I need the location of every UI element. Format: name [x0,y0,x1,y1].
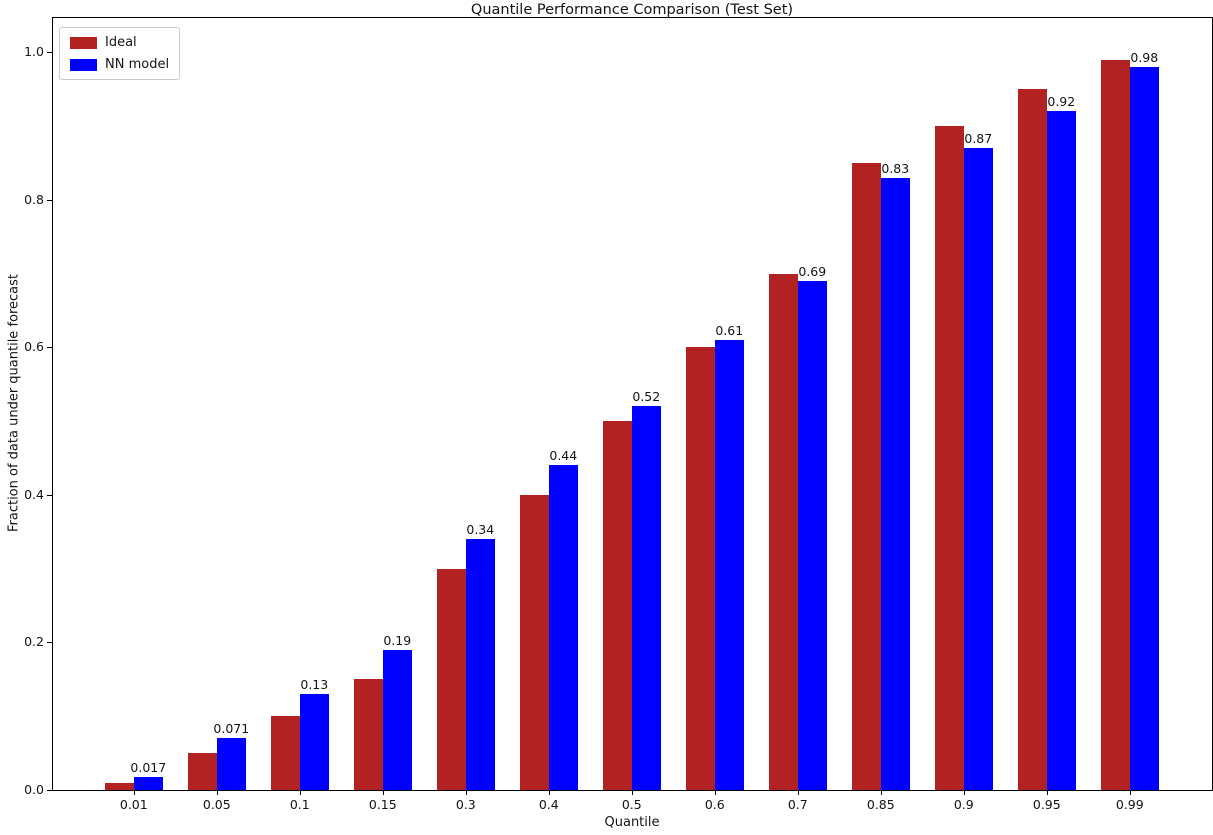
y-tick-mark [47,347,52,349]
bar-nn-model [133,777,163,790]
legend-swatch-ideal [70,36,97,49]
y-tick-mark [47,494,52,496]
axis-spine-left [52,17,53,791]
bar-value-label: 0.92 [1047,94,1076,110]
bar-nn-model [880,177,910,790]
legend-label-ideal: Ideal [105,35,137,50]
x-tick-mark [133,791,135,795]
bar-ideal [851,163,881,790]
bar-ideal [436,568,466,790]
y-tick-mark [47,199,52,201]
bar-nn-model [714,340,744,790]
x-tick-label: 0.3 [455,797,476,812]
legend-item-nn-model: NN model [70,57,169,72]
bar-nn-model [1046,111,1076,790]
bar-nn-model [1129,67,1159,790]
x-axis-label: Quantile [604,815,660,830]
x-tick-mark [1129,791,1131,795]
bar-value-label: 0.61 [715,323,744,339]
y-tick-mark [47,790,52,791]
bar-ideal [602,421,632,790]
legend: Ideal NN model [59,27,181,80]
bar-nn-model [216,737,246,790]
legend-item-ideal: Ideal [70,35,169,50]
y-axis-label: Fraction of data under quantile forecast [6,273,22,533]
x-tick-label: 0.1 [289,797,310,812]
y-tick-mark [47,52,52,54]
bar-nn-model [963,148,993,790]
bar-nn-model [548,465,578,790]
x-tick-mark [216,791,218,795]
x-tick-label: 0.95 [1032,797,1061,812]
x-tick-mark [299,791,301,795]
y-tick-label: 0.6 [24,339,44,355]
y-tick-label: 0.8 [24,191,44,207]
x-tick-mark [797,791,799,795]
bar-nn-model [797,281,827,790]
legend-swatch-nn-model [70,58,97,71]
y-tick-label: 0.4 [24,486,44,502]
y-tick-mark [47,642,52,644]
bar-ideal [1100,59,1130,790]
axis-spine-bottom [52,790,1213,791]
bar-value-label: 0.13 [300,677,329,693]
bar-value-label: 0.69 [798,264,827,280]
bar-ideal [685,347,715,790]
bar-ideal [934,126,964,790]
chart-title: Quantile Performance Comparison (Test Se… [470,2,794,18]
x-tick-label: 0.9 [953,797,974,812]
y-tick-label: 1.0 [24,44,44,60]
bar-ideal [187,753,217,790]
bar-value-label: 0.44 [549,448,578,464]
bar-value-label: 0.52 [632,389,661,405]
axis-spine-top [52,17,1213,18]
x-tick-mark [465,791,467,795]
x-tick-mark [1046,791,1048,795]
y-tick-label: 0.0 [24,782,44,797]
x-tick-label: 0.01 [119,797,148,812]
x-tick-label: 0.4 [538,797,559,812]
bar-value-label: 0.87 [964,131,993,147]
bar-value-label: 0.19 [383,632,412,648]
bar-value-label: 0.017 [130,760,167,776]
x-tick-label: 0.99 [1115,797,1144,812]
bar-ideal [270,716,300,790]
bar-value-label: 0.98 [1130,50,1159,66]
x-tick-mark [382,791,384,795]
y-tick-label: 0.2 [24,634,44,650]
x-tick-label: 0.15 [368,797,397,812]
x-tick-mark [631,791,633,795]
x-tick-label: 0.6 [704,797,725,812]
bar-value-label: 0.83 [881,160,910,176]
bar-ideal [519,494,549,790]
legend-label-nn-model: NN model [105,57,170,72]
bar-value-label: 0.071 [213,720,250,736]
x-tick-label: 0.05 [202,797,231,812]
bar-nn-model [382,649,412,790]
x-tick-mark [714,791,716,795]
x-tick-mark [880,791,882,795]
bar-ideal [1017,89,1047,790]
x-tick-mark [963,791,965,795]
x-tick-label: 0.85 [866,797,895,812]
bar-ideal [104,782,134,790]
x-tick-mark [548,791,550,795]
bar-nn-model [299,694,329,790]
bar-ideal [353,679,383,790]
bar-nn-model [631,406,661,790]
plot-area: 0.017 0.071 0.13 0.19 0.34 0.44 0.52 0.61 0.69 0.… [7,17,1213,830]
bar-ideal [768,273,798,790]
bar-nn-model [465,539,495,790]
x-tick-label: 0.5 [621,797,642,812]
x-tick-label: 0.7 [787,797,808,812]
bar-value-label: 0.34 [466,522,495,538]
